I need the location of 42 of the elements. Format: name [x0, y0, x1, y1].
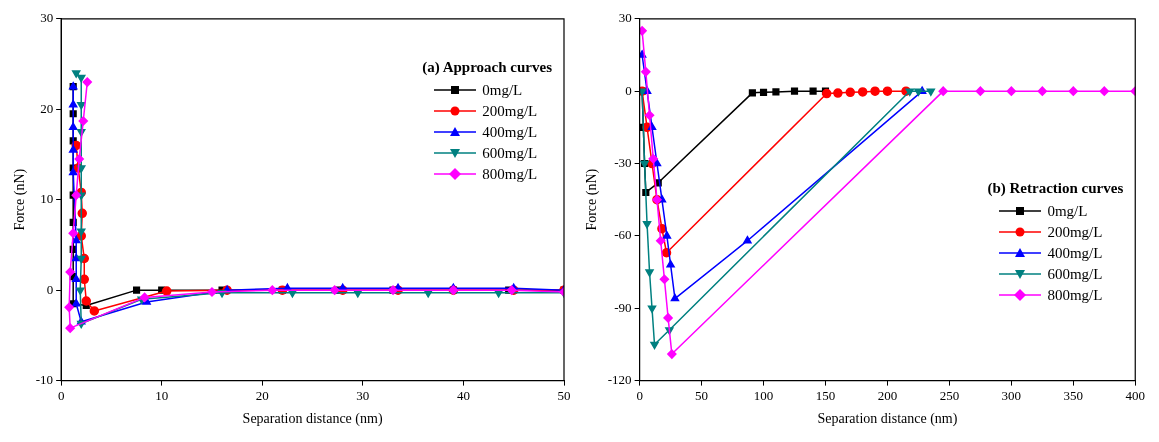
- y-axis-title: Force (nN): [584, 168, 601, 231]
- legend-label: 200mg/L: [482, 101, 538, 121]
- x-tick-label: 400: [1125, 387, 1145, 403]
- y-tick-label: -30: [614, 154, 632, 170]
- x-axis-title: Separation distance (nm): [242, 411, 383, 428]
- x-tick-label: 200: [877, 387, 898, 403]
- x-tick-label: 10: [155, 387, 169, 403]
- x-tick-label: 150: [815, 387, 836, 403]
- x-tick-label: 0: [57, 387, 65, 403]
- x-tick-label: 250: [939, 387, 960, 403]
- x-tick-label: 50: [695, 387, 709, 403]
- legend-label: 400mg/L: [1047, 243, 1103, 263]
- x-tick-label: 50: [557, 387, 571, 403]
- x-tick-label: 100: [753, 387, 774, 403]
- y-tick-label: 30: [618, 10, 632, 26]
- legend-title: (a) Approach curves: [422, 58, 552, 76]
- x-tick-label: 20: [255, 387, 269, 403]
- y-tick-label: 10: [40, 191, 54, 207]
- legend-label: 800mg/L: [482, 164, 538, 184]
- y-tick-label: 0: [625, 82, 632, 98]
- legend-label: 600mg/L: [482, 143, 538, 163]
- y-axis-title: Force (nN): [12, 168, 29, 231]
- y-tick-label: 20: [40, 100, 54, 116]
- y-tick-label: 30: [40, 10, 54, 26]
- legend-label: 600mg/L: [1047, 264, 1103, 284]
- x-tick-label: 40: [456, 387, 470, 403]
- y-tick-label: -10: [35, 372, 54, 388]
- y-tick-label: -90: [614, 299, 632, 315]
- y-tick-label: 0: [46, 281, 54, 297]
- x-tick-label: 30: [356, 387, 370, 403]
- legend-label: 400mg/L: [482, 122, 538, 142]
- y-tick-label: -120: [607, 372, 632, 388]
- legend-title: (b) Retraction curves: [987, 179, 1124, 197]
- legend-label: 200mg/L: [1047, 222, 1103, 242]
- legend-label: 800mg/L: [1047, 285, 1103, 305]
- x-tick-label: 0: [636, 387, 643, 403]
- x-axis-title: Separation distance (nm): [817, 411, 958, 428]
- legend-label: 0mg/L: [482, 80, 523, 100]
- legend-label: 0mg/L: [1047, 201, 1088, 221]
- y-tick-label: -60: [614, 227, 632, 243]
- x-tick-label: 350: [1063, 387, 1084, 403]
- x-tick-label: 300: [1001, 387, 1022, 403]
